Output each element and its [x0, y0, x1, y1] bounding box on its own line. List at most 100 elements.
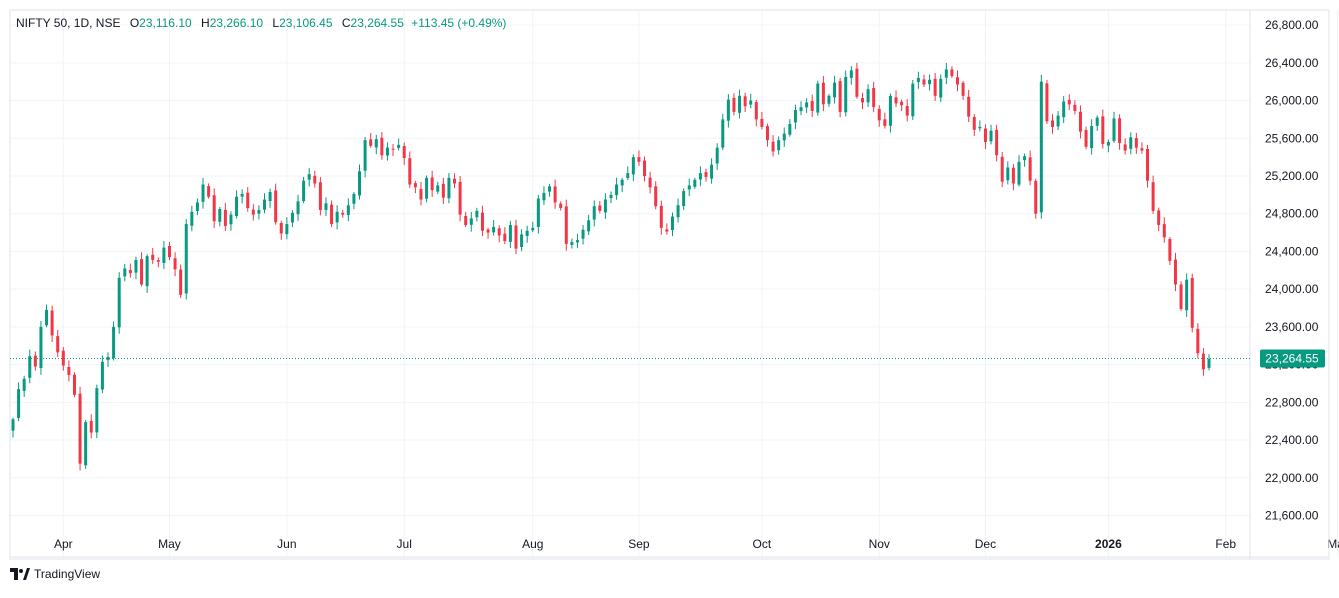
- candle-body: [939, 78, 943, 98]
- y-tick-label: 26,400.00: [1265, 56, 1319, 70]
- candle-body: [458, 181, 462, 215]
- candle-body: [464, 216, 468, 226]
- candle-body: [1000, 156, 1004, 182]
- candle: [246, 187, 250, 212]
- candle-body: [771, 141, 775, 152]
- x-tick-label: Nov: [869, 537, 890, 551]
- candle-body: [268, 192, 272, 202]
- candle-body: [369, 139, 373, 146]
- candle: [1011, 163, 1015, 191]
- candle: [603, 193, 607, 219]
- candle-body: [1062, 101, 1066, 118]
- candle: [1095, 115, 1099, 131]
- candle: [1000, 151, 1004, 188]
- candle-body: [1140, 148, 1144, 151]
- candle: [900, 99, 904, 112]
- change-value: +113.45 (+0.49%): [411, 16, 507, 30]
- candle: [274, 183, 278, 225]
- candle-body: [777, 140, 781, 151]
- candle-body: [609, 194, 613, 199]
- candle: [1034, 178, 1038, 219]
- candle-body: [436, 185, 440, 192]
- candle: [950, 66, 954, 79]
- candle-body: [374, 139, 378, 148]
- candle: [1168, 237, 1172, 266]
- last-price-tag: [1260, 349, 1325, 368]
- candle-body: [833, 82, 837, 98]
- candle-body: [89, 420, 93, 433]
- candle-body: [123, 268, 127, 277]
- candle: [738, 89, 742, 119]
- candle: [939, 74, 943, 103]
- candle-body: [346, 205, 350, 216]
- candle-body: [648, 177, 652, 188]
- candle: [441, 177, 445, 205]
- high-value: 23,266.10: [209, 16, 264, 30]
- candle: [268, 188, 272, 208]
- candle-body: [844, 76, 848, 113]
- candle-body: [1034, 180, 1038, 214]
- candle: [1112, 111, 1116, 143]
- candle-body: [900, 101, 904, 106]
- candle: [352, 192, 356, 210]
- candle-body: [117, 277, 121, 328]
- candle-body: [352, 193, 356, 204]
- candle-body: [1028, 157, 1032, 181]
- candle: [894, 90, 898, 107]
- candle-body: [279, 222, 283, 234]
- candle: [374, 134, 378, 155]
- candle-body: [659, 205, 663, 228]
- candle-body: [201, 184, 205, 202]
- candle: [229, 211, 233, 231]
- candle: [777, 136, 781, 155]
- candle: [883, 112, 887, 129]
- candle-body: [447, 177, 451, 199]
- candle-body: [721, 119, 725, 148]
- candle-body: [246, 192, 250, 209]
- candle-body: [1039, 81, 1043, 213]
- candle: [391, 143, 395, 156]
- candle: [643, 156, 647, 182]
- candle: [1023, 153, 1027, 167]
- x-tick-label: Jul: [397, 537, 412, 551]
- candle: [397, 138, 401, 151]
- candle-body: [654, 186, 658, 207]
- tradingview-logo[interactable]: TradingView: [10, 567, 100, 581]
- candle: [967, 89, 971, 123]
- candle-body: [564, 206, 568, 244]
- candle-body: [223, 209, 227, 226]
- symbol-title[interactable]: NIFTY 50, 1D, NSE: [16, 16, 121, 30]
- candle-body: [229, 214, 233, 225]
- candle: [167, 241, 171, 261]
- candle: [732, 93, 736, 116]
- candle: [682, 188, 686, 211]
- high-label: H: [201, 16, 210, 30]
- candle: [84, 419, 88, 469]
- candle: [1051, 114, 1055, 134]
- candle-body: [402, 146, 406, 159]
- candle: [788, 119, 792, 137]
- candle: [17, 382, 21, 422]
- candle-body: [486, 229, 490, 233]
- candle-body: [128, 269, 132, 274]
- candle: [89, 414, 93, 439]
- y-tick-label: 26,000.00: [1265, 94, 1319, 108]
- candle: [676, 198, 680, 223]
- candle-body: [983, 128, 987, 143]
- candle-body: [100, 361, 104, 390]
- candle: [799, 101, 803, 116]
- candle: [508, 220, 512, 249]
- close-value: 23,264.55: [350, 16, 404, 30]
- candle-body: [251, 209, 255, 215]
- candle-body: [1045, 83, 1049, 122]
- candle-body: [106, 357, 110, 361]
- y-tick-label: 23,600.00: [1265, 320, 1319, 334]
- candle-body: [235, 196, 239, 216]
- candle-body: [715, 147, 719, 164]
- candle-body: [525, 230, 529, 236]
- candle-body: [33, 355, 37, 367]
- candle-body: [134, 259, 138, 273]
- overlay: 23,264.55: [10, 349, 1325, 368]
